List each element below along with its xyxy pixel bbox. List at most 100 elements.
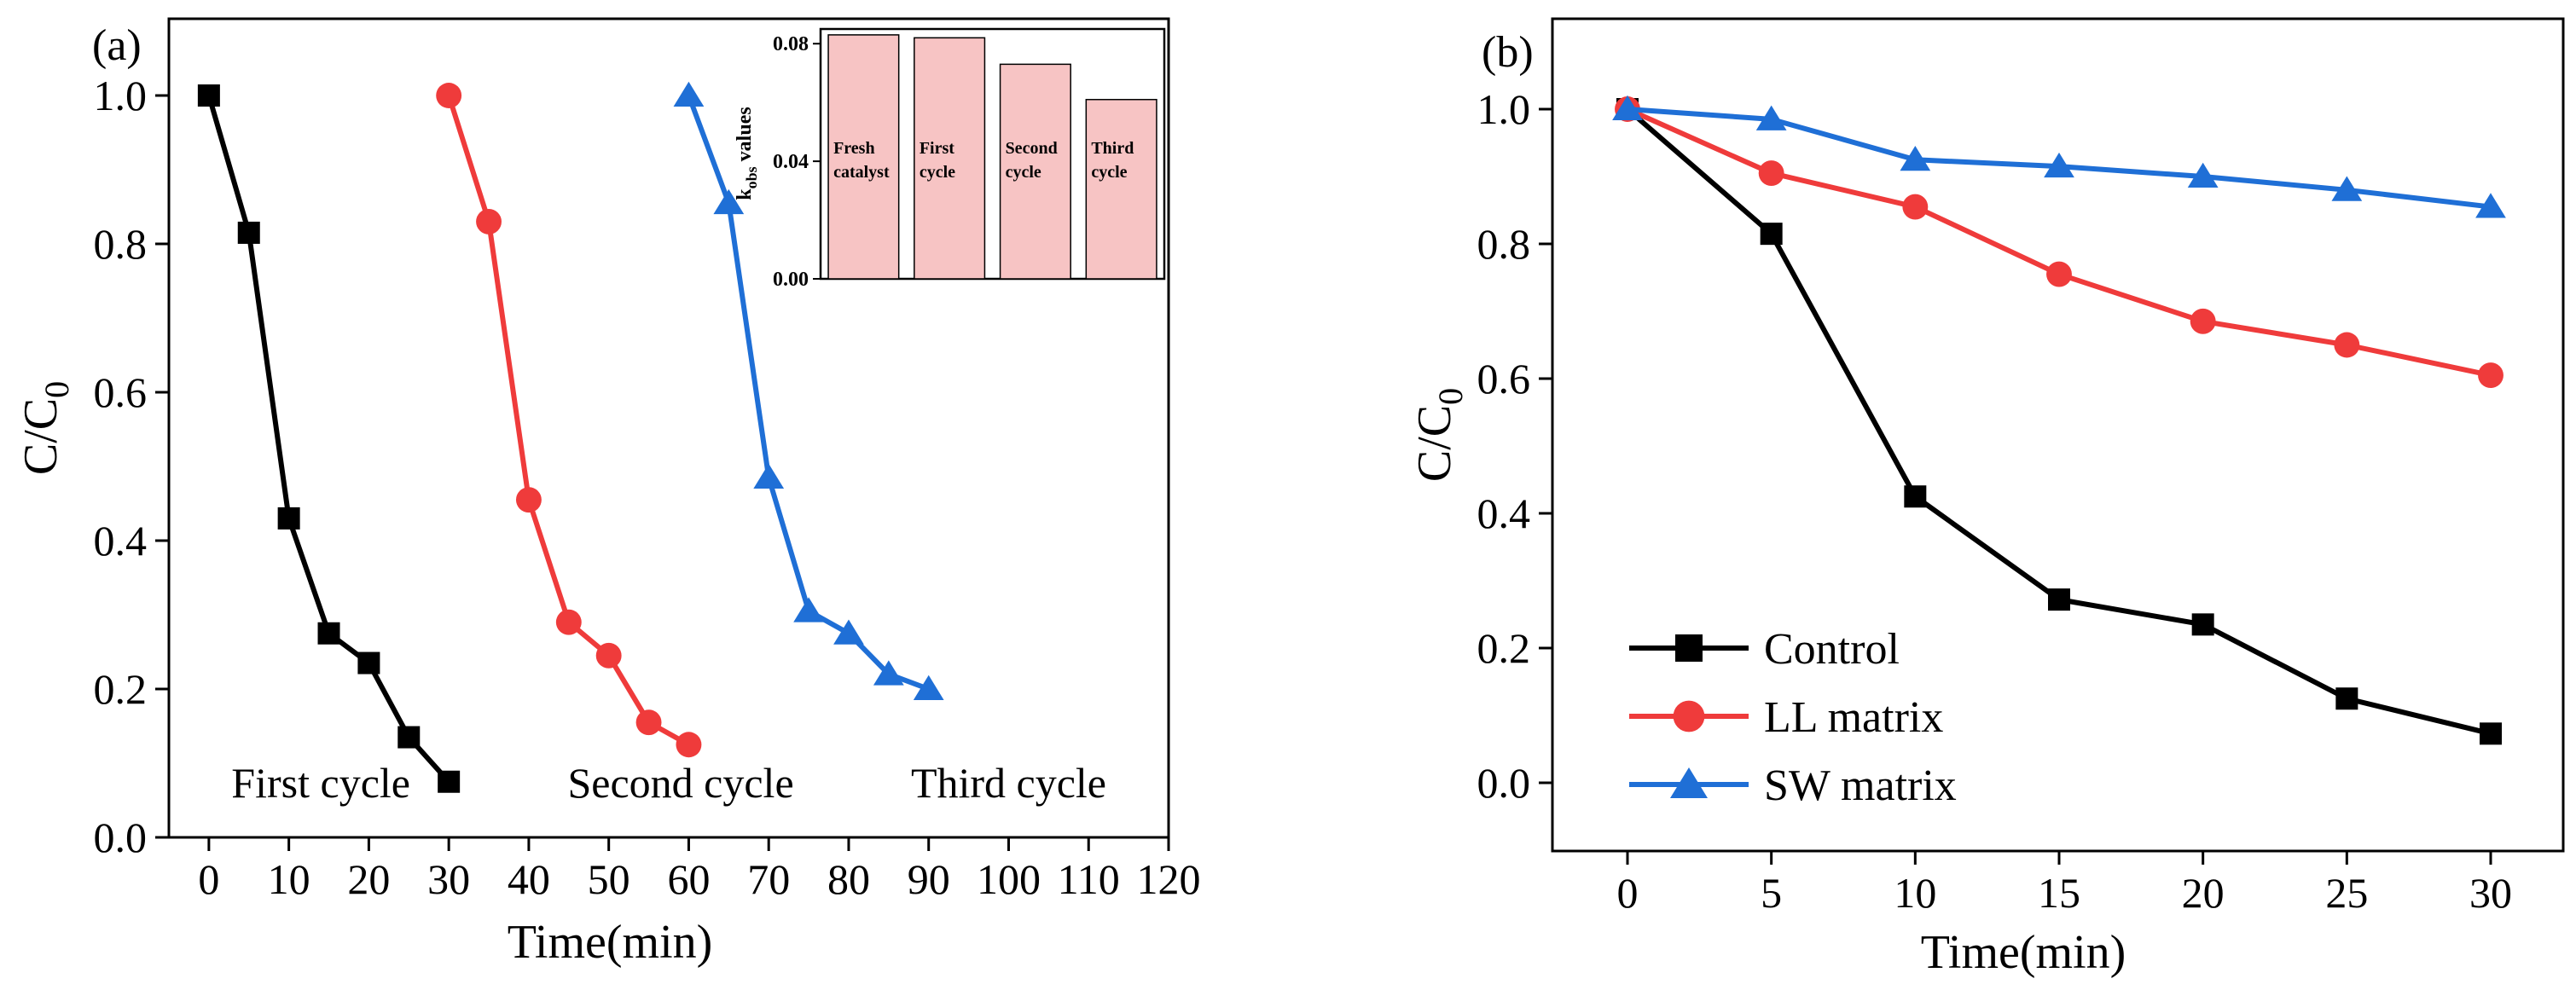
panel-b-ylabel-sub: 0 <box>1431 388 1470 405</box>
legend-marker <box>1670 767 1708 798</box>
panel-a-ytick-label: 0.6 <box>94 368 148 416</box>
inset-bar-label: Third cycle <box>1091 139 1134 182</box>
panel-b-xtick-label: 5 <box>1761 869 1782 917</box>
panel-b-series <box>1612 95 2506 745</box>
inset-ytick-label: 0.04 <box>773 151 809 173</box>
inset-bar <box>827 34 900 280</box>
panel-b-xlabel: Time(min) <box>1921 926 2126 979</box>
legend-label: Control <box>1764 625 1900 674</box>
panel-b-ytick-label: 0.4 <box>1477 489 1531 537</box>
panel-b-xtick-label: 10 <box>1894 869 1936 917</box>
panel-a-data-point <box>833 619 864 645</box>
panel-a-cycle-label: Third cycle <box>911 759 1106 807</box>
panel-a-xtick-label: 30 <box>427 855 470 903</box>
panel-b-data-point <box>2475 193 2506 218</box>
panel-b-xtick-label: 30 <box>2469 869 2512 917</box>
legend-label: LL matrix <box>1764 693 1943 742</box>
panel-a-data-point <box>515 487 542 513</box>
panel-a-xtick-label: 110 <box>1058 855 1120 903</box>
panel-b-data-point <box>1755 105 1787 130</box>
panel-b-series-line <box>1626 107 2492 737</box>
panel-b-xtick-label: 15 <box>2038 869 2080 917</box>
panel-a-ylabel-sub: 0 <box>38 381 76 398</box>
panel-a-ytick-label: 0.2 <box>94 665 148 713</box>
panel-b-data-point <box>1612 95 1643 120</box>
panel-a-data-point <box>676 732 702 758</box>
inset-bar-label: Second cycle <box>1006 139 1058 182</box>
panel-a-xtick-label: 40 <box>508 855 550 903</box>
panel-a-xtick-label: 0 <box>198 855 219 903</box>
panel-b-ytick-label: 0.8 <box>1477 220 1531 268</box>
inset-bar <box>914 37 986 280</box>
inset-ylabel-rest: values <box>734 107 756 166</box>
panel-b-ytick-label: 1.0 <box>1477 85 1531 133</box>
panel-a-xtick-label: 120 <box>1137 855 1201 903</box>
panel-a-xtick-label: 90 <box>908 855 950 903</box>
panel-b-data-point <box>2331 176 2363 201</box>
panel-b-data-point <box>1758 160 1784 186</box>
inset-ytick-label: 0.00 <box>773 269 809 291</box>
panel-b-data-point <box>1902 194 1929 220</box>
panel-b-ylabel-main: C/C <box>1408 405 1461 482</box>
panel-b-data-point <box>2190 308 2216 334</box>
panel-a-xtick-label: 100 <box>977 855 1041 903</box>
panel-a-label: (a) <box>92 21 142 70</box>
panel-a-data-point <box>436 83 462 108</box>
inset-bars: Fresh catalyst First cycle Second cycle Third c… <box>827 34 1157 280</box>
panel-a-ytick-label: 0.8 <box>94 220 148 268</box>
inset-plot-frame <box>819 27 1166 281</box>
panel-b-data-point <box>2191 613 2214 636</box>
inset-bar <box>1085 98 1157 280</box>
panel-a-data-point <box>793 597 824 622</box>
panel-a-series-line <box>206 95 451 784</box>
panel-a-data-point <box>713 188 745 215</box>
panel-b-data-point <box>1760 223 1783 246</box>
panel-a-ytick-label: 0.4 <box>94 517 148 564</box>
panel-b-data-point <box>2187 162 2219 188</box>
inset-ylabel-sub: obs <box>743 166 760 188</box>
legend-label: SW matrix <box>1764 761 1957 810</box>
panel-b-ytick-label: 0.2 <box>1477 624 1531 672</box>
panel-b-xtick-label: 20 <box>2182 869 2225 917</box>
panel-a-data-point <box>753 463 785 489</box>
panel-b-data-point <box>2478 362 2503 388</box>
inset-ylabel: kobs values <box>734 107 760 200</box>
panel-b-chart: 0 5 10 15 20 25 30 0.0 0.2 0.4 0.6 0.8 1.0 Control LL… <box>1408 17 2565 979</box>
legend-marker <box>1673 700 1705 732</box>
panel-a-chart: 0 10 20 30 40 50 60 70 80 90 100 110 120 0.0 0.2 0.4 0.6… <box>15 17 1201 969</box>
panel-a-data-point <box>277 507 300 530</box>
panel-a-cycle-label: Second cycle <box>567 759 793 807</box>
panel-a-xtick-label: 10 <box>268 855 310 903</box>
panel-b-data-point <box>2334 332 2360 358</box>
panel-a-data-point <box>673 81 705 107</box>
panel-a-series <box>197 81 944 793</box>
panel-b-xtick-label: 0 <box>1617 869 1639 917</box>
panel-b-data-point <box>2480 722 2502 745</box>
inset-ticks: 0.00 0.04 0.08 <box>773 33 821 291</box>
panel-a-data-point <box>317 622 340 645</box>
panel-a-data-point <box>476 208 502 234</box>
panel-a-xtick-label: 50 <box>588 855 630 903</box>
panel-a-ticks: 0 10 20 30 40 50 60 70 80 90 100 110 120 0.0 0.2 0.4 0.6… <box>94 72 1201 903</box>
panel-b-series-line <box>1626 107 2492 378</box>
panel-b-data-point <box>2044 152 2074 178</box>
inset-ytick-label: 0.08 <box>773 33 809 55</box>
panel-a-xtick-label: 60 <box>667 855 710 903</box>
inset-bar <box>999 63 1071 280</box>
panel-b-data-point <box>2046 261 2072 287</box>
panel-b-xtick-label: 25 <box>2325 869 2368 917</box>
panel-b-ylabel: C/C0 <box>1408 388 1470 482</box>
panel-b-data-point <box>2335 687 2358 710</box>
panel-a-data-point <box>873 660 904 686</box>
panel-a-ylabel: C/C0 <box>15 381 76 475</box>
panel-a-ytick-label: 1.0 <box>94 72 148 119</box>
panel-a-series-line <box>446 95 690 747</box>
inset-ylabel-main: k <box>734 188 756 200</box>
panel-a-ylabel-main: C/C <box>15 398 67 475</box>
panel-a-xlabel: Time(min) <box>508 916 713 969</box>
panel-a-data-point <box>555 609 582 635</box>
panel-a-xtick-label: 20 <box>347 855 390 903</box>
panel-a-inset-bar-chart: 0.00 0.04 0.08 Fresh catalyst First cycle Seco… <box>734 27 1166 291</box>
panel-a-data-point <box>438 770 461 793</box>
